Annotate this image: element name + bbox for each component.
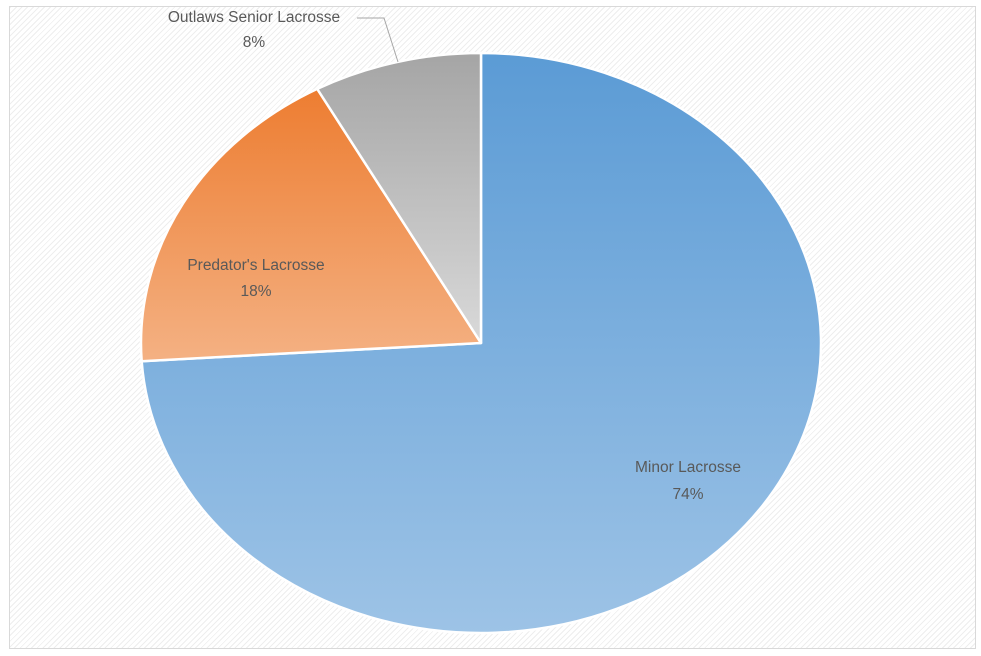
pie-slice-outlaws-senior-lacrosse	[315, 51, 483, 345]
slice-percent-minor-lacrosse: 74%	[672, 486, 703, 503]
leader-line-outlaws-senior-lacrosse	[357, 17, 399, 63]
slice-label-outlaws-senior-lacrosse: Outlaws Senior Lacrosse	[168, 9, 340, 26]
slice-label-predators-lacrosse: Predator's Lacrosse	[187, 257, 324, 274]
pie-slice-predators-lacrosse	[139, 87, 483, 363]
slice-percent-outlaws-senior-lacrosse: 8%	[243, 34, 266, 51]
slice-percent-predators-lacrosse: 18%	[240, 283, 271, 300]
slice-label-minor-lacrosse: Minor Lacrosse	[635, 459, 741, 476]
